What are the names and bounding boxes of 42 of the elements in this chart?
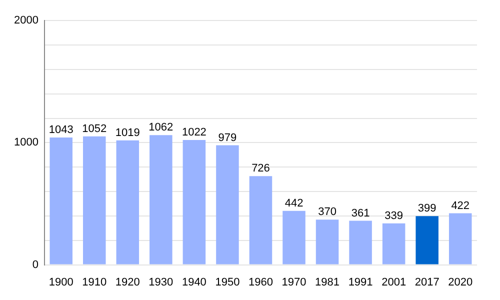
bar (249, 176, 272, 264)
bar (416, 216, 438, 264)
x-tick-label: 1920 (115, 276, 140, 288)
data-label: 1043 (48, 124, 74, 136)
bar (116, 140, 140, 264)
data-label: 1019 (115, 126, 140, 139)
bar (349, 220, 372, 264)
x-tick-label: 1970 (282, 276, 306, 288)
data-label: 1062 (148, 122, 174, 134)
data-label: 422 (451, 200, 470, 212)
data-label: 361 (351, 207, 370, 220)
x-tick-label: 1940 (182, 276, 206, 288)
x-tick-label: 1960 (248, 276, 273, 288)
bar (216, 145, 239, 264)
y-tick-label: 2000 (14, 14, 38, 27)
data-label: 979 (218, 132, 237, 144)
x-tick-label: 1950 (215, 276, 240, 288)
x-tick-label: 1910 (82, 276, 107, 288)
bar (182, 140, 206, 264)
data-label: 339 (384, 210, 403, 222)
bar (50, 137, 72, 264)
data-label: 1052 (82, 122, 107, 135)
y-tick-label: 0 (32, 258, 38, 271)
data-label: 1022 (182, 126, 206, 139)
x-tick-label: 2020 (448, 276, 473, 288)
bar (83, 136, 106, 264)
x-tick-label: 1930 (148, 276, 174, 288)
x-tick-label: 2017 (414, 276, 440, 288)
bar (382, 223, 406, 264)
x-tick-label: 1900 (48, 276, 74, 288)
bar (150, 135, 172, 264)
x-tick-label: 1991 (348, 276, 373, 288)
data-label: 399 (418, 202, 436, 215)
data-label: 442 (284, 197, 304, 210)
bar (316, 220, 339, 264)
x-tick-label: 2001 (382, 276, 406, 288)
bar (282, 210, 306, 264)
bar (448, 213, 472, 264)
y-tick-label: 1000 (14, 136, 38, 149)
data-label: 370 (318, 206, 336, 218)
x-tick-label: 1981 (315, 276, 340, 288)
data-label: 726 (252, 162, 270, 175)
